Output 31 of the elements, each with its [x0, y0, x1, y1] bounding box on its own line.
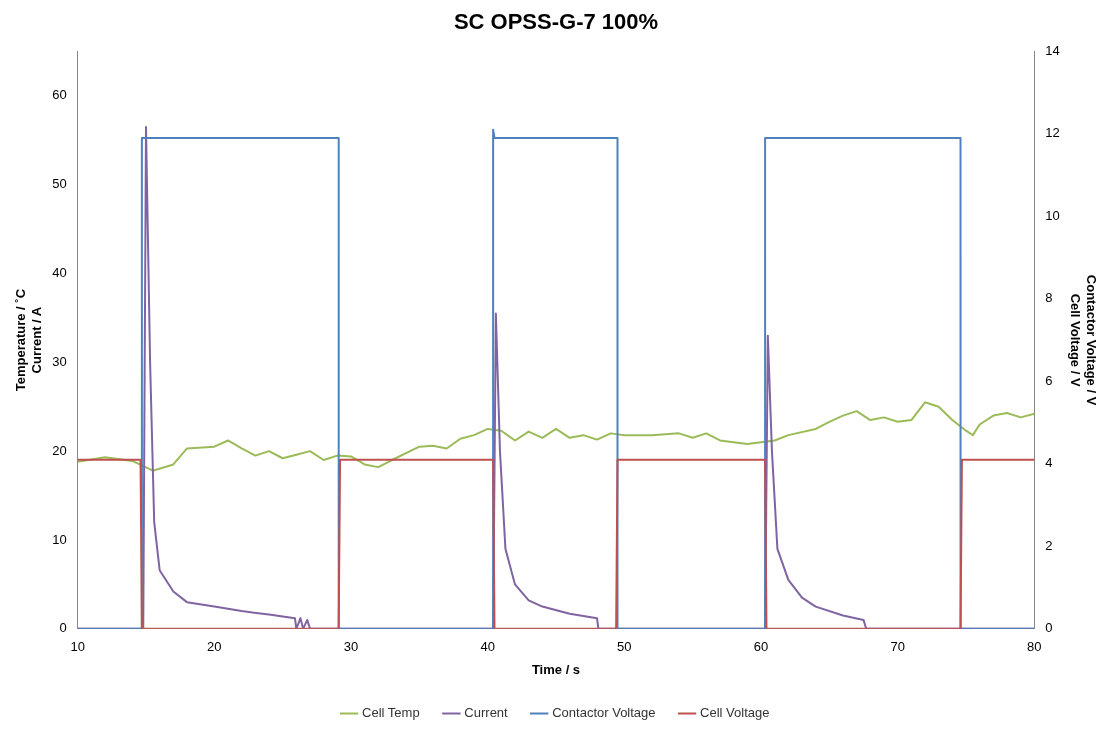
legend-label: Cell Temp — [362, 705, 420, 721]
legend-label: Cell Voltage — [700, 705, 770, 721]
x-tick-label: 70 — [890, 639, 905, 655]
x-tick-label: 80 — [1027, 639, 1042, 655]
y-tick-label: 60 — [52, 87, 67, 103]
y2-axis-title: Contactor Voltage / V Cell Voltage / V — [1068, 274, 1099, 406]
legend-label: Current — [464, 705, 509, 721]
chart-title: SC OPSS-G-7 100% — [453, 9, 659, 35]
x-tick-label: 40 — [480, 639, 495, 655]
x-tick-label: 50 — [617, 639, 632, 655]
x-tick-label: 10 — [70, 639, 85, 655]
y-tick-label: 20 — [52, 442, 67, 458]
x-tick-label: 20 — [207, 639, 222, 655]
y-tick-label: 10 — [52, 531, 67, 547]
y2-tick-label: 6 — [1045, 372, 1053, 388]
y-tick-label: 0 — [59, 620, 67, 636]
legend-label: Contactor Voltage — [552, 705, 656, 721]
y2-tick-label: 12 — [1045, 125, 1060, 141]
y2-tick-label: 2 — [1045, 537, 1053, 553]
y-tick-label: 30 — [52, 353, 67, 369]
y2-tick-label: 4 — [1045, 455, 1053, 471]
y-tick-label: 40 — [52, 265, 67, 281]
y2-tick-label: 8 — [1045, 290, 1053, 306]
y2-tick-label: 0 — [1045, 620, 1053, 636]
x-tick-label: 60 — [753, 639, 769, 655]
y2-tick-label: 10 — [1045, 207, 1060, 223]
y-axis-title: Temperature / ˚C Current / A — [13, 288, 44, 392]
y-tick-label: 50 — [52, 176, 67, 192]
x-tick-label: 30 — [343, 639, 359, 655]
y2-tick-label: 14 — [1045, 42, 1060, 58]
x-axis-title: Time / s — [531, 661, 581, 677]
